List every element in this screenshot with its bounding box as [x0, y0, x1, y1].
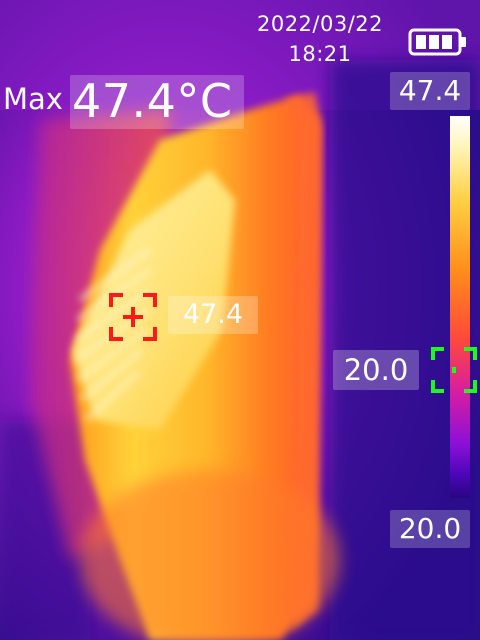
hot-spot-value: 47.4	[168, 296, 258, 334]
color-scale-bar	[450, 116, 470, 498]
max-temperature-label: Max	[3, 82, 63, 116]
battery-icon	[408, 28, 466, 56]
color-scale-min-value: 20.0	[390, 510, 470, 548]
cold-spot-crosshair-icon	[431, 347, 477, 393]
time-label: 18:21	[288, 42, 352, 66]
max-temperature-value: 47.4°C	[72, 74, 233, 128]
max-temperature-box	[70, 75, 244, 129]
hot-spot-crosshair-icon	[109, 293, 157, 341]
color-scale-max-value: 47.4	[390, 72, 470, 110]
cold-spot-value: 20.0	[333, 350, 419, 390]
date-label: 2022/03/22	[256, 12, 384, 36]
